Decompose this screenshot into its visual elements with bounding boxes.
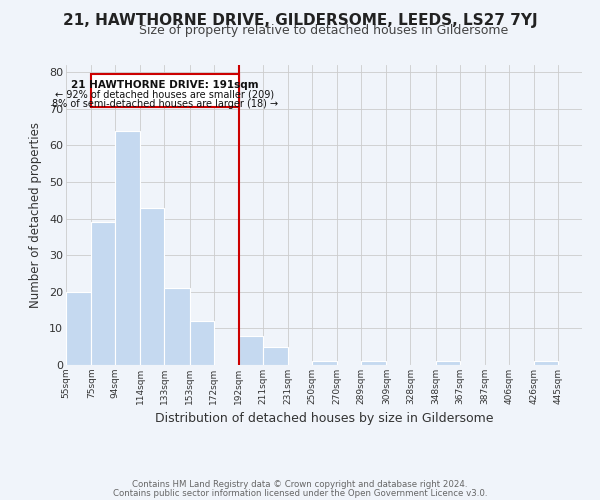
Text: Contains HM Land Registry data © Crown copyright and database right 2024.: Contains HM Land Registry data © Crown c… (132, 480, 468, 489)
Y-axis label: Number of detached properties: Number of detached properties (29, 122, 42, 308)
Bar (534, 362, 558, 365)
X-axis label: Distribution of detached houses by size in Gildersome: Distribution of detached houses by size … (155, 412, 493, 426)
Bar (436, 362, 460, 365)
Bar (164, 288, 190, 365)
Bar (91, 222, 115, 365)
Text: ← 92% of detached houses are smaller (209): ← 92% of detached houses are smaller (20… (55, 90, 275, 100)
Bar (239, 336, 263, 365)
FancyBboxPatch shape (91, 74, 239, 107)
Bar (263, 346, 288, 365)
Bar (115, 131, 140, 365)
Title: Size of property relative to detached houses in Gildersome: Size of property relative to detached ho… (139, 24, 509, 38)
Text: 21 HAWTHORNE DRIVE: 191sqm: 21 HAWTHORNE DRIVE: 191sqm (71, 80, 259, 90)
Bar (361, 362, 386, 365)
Bar (312, 362, 337, 365)
Bar (190, 321, 214, 365)
Bar (66, 292, 91, 365)
Bar (140, 208, 164, 365)
Text: 21, HAWTHORNE DRIVE, GILDERSOME, LEEDS, LS27 7YJ: 21, HAWTHORNE DRIVE, GILDERSOME, LEEDS, … (62, 12, 538, 28)
Text: Contains public sector information licensed under the Open Government Licence v3: Contains public sector information licen… (113, 488, 487, 498)
Text: 8% of semi-detached houses are larger (18) →: 8% of semi-detached houses are larger (1… (52, 99, 278, 109)
